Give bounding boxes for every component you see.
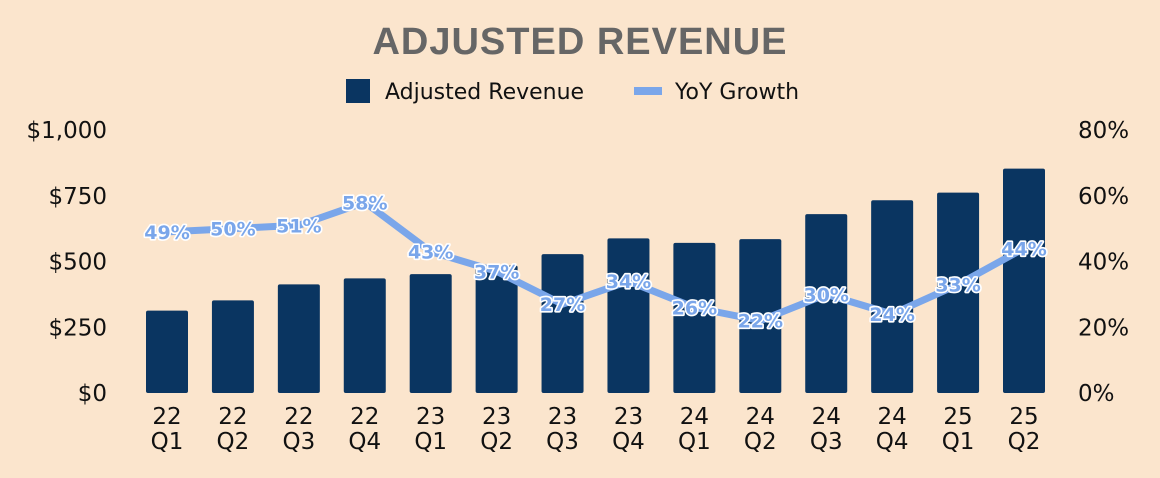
x-tick-quarter: Q3: [810, 429, 843, 455]
x-tick-year: 24: [680, 404, 709, 430]
left-axis-tick-label: $750: [48, 184, 107, 210]
x-tick-quarter: Q1: [414, 429, 447, 455]
x-tick-quarter: Q4: [348, 429, 381, 455]
x-tick-quarter: Q4: [612, 429, 645, 455]
growth-data-label: 30%: [803, 284, 848, 306]
x-tick-year: 24: [746, 404, 775, 430]
growth-data-label: 49%: [144, 222, 189, 244]
x-tick-quarter: Q1: [942, 429, 975, 455]
revenue-bar: [673, 242, 716, 393]
growth-data-label: 44%: [1001, 238, 1046, 260]
legend-swatch-revenue: [346, 79, 370, 103]
x-tick-quarter: Q2: [480, 429, 513, 455]
right-axis-tick-label: 0%: [1078, 381, 1115, 407]
legend: Adjusted Revenue YoY Growth: [346, 79, 799, 105]
revenue-bar: [541, 254, 584, 393]
growth-data-label: 43%: [408, 242, 453, 264]
x-tick-year: 22: [284, 404, 313, 430]
growth-data-label: 26%: [672, 298, 717, 320]
x-tick-year: 25: [943, 404, 972, 430]
revenue-bar: [409, 274, 452, 393]
growth-data-label: 51%: [276, 215, 321, 237]
left-axis: $0 $250 $500 $750 $1,000: [27, 118, 107, 407]
revenue-bar: [607, 238, 650, 393]
growth-data-label: 22%: [738, 311, 783, 333]
x-tick-quarter: Q2: [744, 429, 777, 455]
legend-swatch-growth: [634, 87, 662, 95]
revenue-bar: [937, 192, 980, 393]
x-tick-quarter: Q1: [678, 429, 711, 455]
x-tick-year: 22: [350, 404, 379, 430]
left-axis-tick-label: $0: [78, 381, 107, 407]
x-tick-quarter: Q1: [151, 429, 184, 455]
bar-series: [146, 168, 1045, 393]
growth-data-label: 37%: [474, 261, 519, 283]
growth-data-label: 58%: [342, 192, 387, 214]
left-axis-tick-label: $250: [48, 315, 107, 341]
growth-data-label: 50%: [210, 219, 255, 241]
right-axis-tick-label: 60%: [1078, 184, 1129, 210]
line-series: [163, 198, 1028, 325]
revenue-bar: [277, 284, 320, 393]
growth-data-label: 24%: [869, 304, 914, 326]
x-tick-year: 25: [1009, 404, 1038, 430]
revenue-bar: [871, 200, 914, 393]
x-tick-quarter: Q2: [1008, 429, 1041, 455]
revenue-bar: [211, 300, 254, 393]
x-tick-year: 23: [614, 404, 643, 430]
x-tick-year: 22: [218, 404, 247, 430]
right-axis: 0% 20% 40% 60% 80%: [1078, 118, 1129, 407]
revenue-bar: [146, 310, 188, 393]
x-tick-quarter: Q4: [876, 429, 909, 455]
right-axis-tick-label: 20%: [1078, 315, 1129, 341]
right-axis-tick-label: 40%: [1078, 250, 1129, 276]
legend-label-growth: YoY Growth: [674, 80, 799, 105]
growth-data-label: 34%: [606, 271, 651, 293]
right-axis-tick-label: 80%: [1078, 118, 1129, 144]
revenue-bar: [343, 278, 386, 393]
x-tick-year: 24: [878, 404, 907, 430]
left-axis-tick-label: $500: [48, 250, 107, 276]
x-tick-year: 23: [482, 404, 511, 430]
revenue-bar: [739, 239, 782, 393]
x-tick-year: 22: [152, 404, 181, 430]
x-tick-year: 23: [548, 404, 577, 430]
x-tick-year: 23: [416, 404, 445, 430]
growth-data-label: 27%: [540, 294, 585, 316]
legend-label-revenue: Adjusted Revenue: [385, 80, 584, 105]
x-tick-quarter: Q3: [546, 429, 579, 455]
growth-labels: 49% 50% 51% 58% 43% 37% 27% 34% 26% 22% 30% 24% 33% 4…: [143, 191, 1049, 335]
x-tick-year: 24: [812, 404, 841, 430]
x-axis: 22Q122Q222Q322Q423Q123Q223Q323Q424Q124Q2…: [151, 404, 1041, 455]
revenue-bar: [805, 214, 848, 393]
growth-data-label: 33%: [935, 275, 980, 297]
left-axis-tick-label: $1,000: [27, 118, 107, 144]
revenue-bar: [475, 265, 518, 393]
growth-line: [163, 198, 1028, 325]
x-tick-quarter: Q3: [282, 429, 315, 455]
revenue-bar: [1003, 168, 1045, 393]
chart-title: ADJUSTED REVENUE: [372, 21, 787, 63]
x-tick-quarter: Q2: [217, 429, 250, 455]
